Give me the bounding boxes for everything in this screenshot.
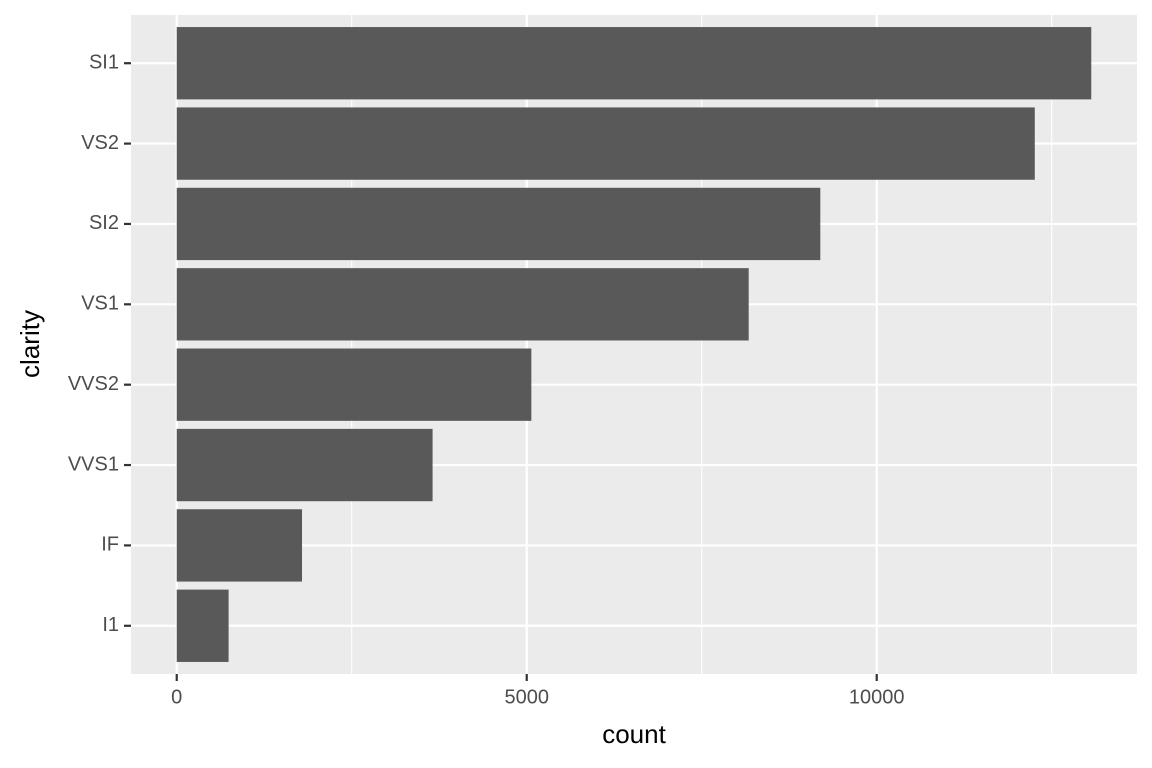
- x-tick-label: 10000: [849, 686, 905, 708]
- y-tick-label: SI1: [89, 52, 119, 74]
- bar: [176, 589, 229, 662]
- x-tick-label: 5000: [504, 686, 549, 708]
- y-tick-label: VVS1: [68, 453, 119, 475]
- y-tick-label: IF: [101, 534, 119, 556]
- bar: [176, 348, 532, 421]
- y-tick-label: VVS2: [68, 373, 119, 395]
- bar: [176, 27, 1092, 100]
- y-tick-label: SI2: [89, 212, 119, 234]
- y-axis-title: clarity: [15, 310, 45, 378]
- y-tick-label: VS2: [81, 132, 119, 154]
- bar: [176, 268, 749, 341]
- y-tick-label: I1: [102, 614, 119, 636]
- x-tick-label: 0: [171, 686, 182, 708]
- x-axis-title: count: [602, 719, 666, 749]
- y-tick-label: VS1: [81, 293, 119, 315]
- bar: [176, 428, 433, 502]
- bar: [176, 509, 303, 582]
- bar: [176, 187, 821, 261]
- bar: [176, 107, 1035, 180]
